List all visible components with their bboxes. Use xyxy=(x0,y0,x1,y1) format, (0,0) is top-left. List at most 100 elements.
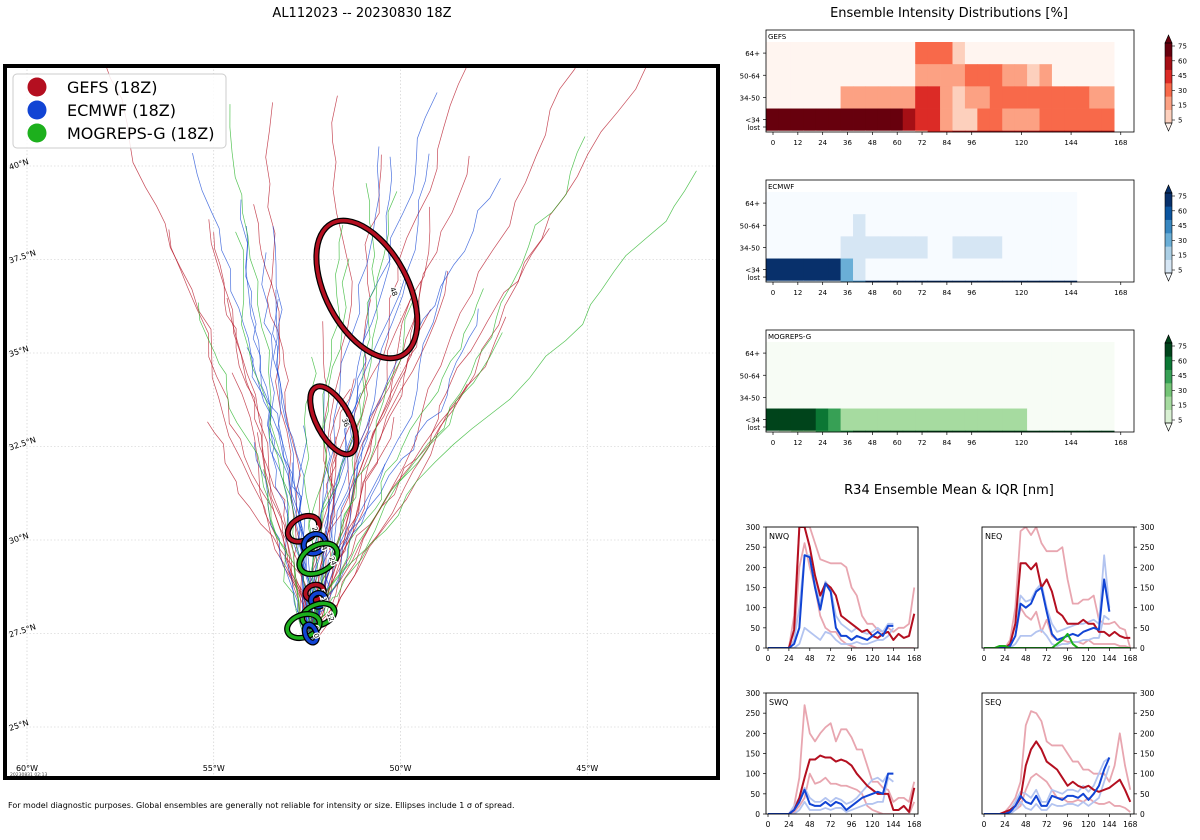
colorbar-segment xyxy=(1165,410,1172,424)
heatmap-cell xyxy=(928,86,941,108)
heatmap-cell xyxy=(828,214,841,236)
heatmap-cell xyxy=(1102,386,1115,408)
heatmap-cell xyxy=(1064,236,1077,258)
heatmap-cell xyxy=(878,259,891,281)
heatmap-cell xyxy=(1027,259,1040,281)
heatmap-cell xyxy=(1102,42,1115,64)
r34-xtick-label: 24 xyxy=(1000,820,1010,829)
heatmap-cell xyxy=(853,236,866,258)
legend-label: MOGREPS-G (18Z) xyxy=(67,124,214,143)
heatmap-cell xyxy=(878,192,891,214)
heatmap-cell xyxy=(865,109,878,131)
heatmap-cell xyxy=(1040,64,1053,86)
heatmap-cell xyxy=(803,214,816,236)
r34-xtick-label: 72 xyxy=(1042,654,1052,663)
map-title: AL112023 -- 20230830 18Z xyxy=(272,6,451,21)
colorbar-segment xyxy=(1165,110,1172,124)
heatmap-cell xyxy=(778,342,791,364)
heatmap-cell xyxy=(791,86,804,108)
heatmap-cell xyxy=(965,214,978,236)
heatmap-hour-label: 36 xyxy=(843,439,852,447)
r34-xtick-label: 120 xyxy=(1081,820,1096,829)
heatmap-cell xyxy=(791,109,804,131)
heatmap-model-label: ECMWF xyxy=(768,183,794,191)
heatmap-hour-label: 36 xyxy=(843,289,852,297)
r34-ytick-label: 300 xyxy=(746,523,761,532)
heatmap-cell xyxy=(1077,42,1090,64)
heatmap-cell xyxy=(828,42,841,64)
heatmap-row-label: 64+ xyxy=(745,50,760,58)
heatmap-row-label: 34-50 xyxy=(740,94,760,102)
heatmap-cell xyxy=(1015,192,1028,214)
r34-xtick-label: 72 xyxy=(826,820,836,829)
heatmap-cell xyxy=(1027,386,1040,408)
heatmap-hour-label: 144 xyxy=(1064,289,1078,297)
heatmap-cell xyxy=(1102,86,1115,108)
heatmap-cell xyxy=(940,192,953,214)
r34-xtick-label: 24 xyxy=(784,654,794,663)
heatmap-cell xyxy=(803,64,816,86)
heatmap-cell xyxy=(828,109,841,131)
heatmap-model-label: MOGREPS-G xyxy=(768,333,811,341)
r34-xtick-label: 144 xyxy=(1102,654,1117,663)
heatmap-cell xyxy=(928,364,941,386)
heatmap-cell xyxy=(890,342,903,364)
heatmap-cell xyxy=(853,342,866,364)
colorbar-segment xyxy=(1165,220,1172,234)
heatmap-cell xyxy=(940,259,953,281)
heatmap-cell xyxy=(965,386,978,408)
heatmap-cell xyxy=(990,259,1003,281)
heatmap-cell xyxy=(890,364,903,386)
r34-ytick-label: 250 xyxy=(1140,543,1155,552)
heatmap-cell xyxy=(1040,364,1053,386)
legend-label: ECMWF (18Z) xyxy=(67,101,176,120)
heatmap-cell xyxy=(791,42,804,64)
figure-canvas: AL112023 -- 20230830 18Z 484836362424242… xyxy=(0,0,1200,840)
heatmap-cell xyxy=(977,109,990,131)
heatmap-cell xyxy=(1052,409,1065,431)
heatmap-cell xyxy=(865,259,878,281)
r34-ytick-label: 100 xyxy=(1140,770,1155,779)
heatmap-cell xyxy=(965,342,978,364)
heatmap-cell xyxy=(928,386,941,408)
r34-ytick-label: 0 xyxy=(1140,810,1145,819)
heatmap-cell xyxy=(965,236,978,258)
heatmap-cell xyxy=(816,86,829,108)
heatmap-cell xyxy=(890,409,903,431)
heatmap-cell xyxy=(952,259,965,281)
heatmap-cell xyxy=(878,109,891,131)
heatmap-hour-label: 168 xyxy=(1114,139,1127,147)
heatmap-hour-label: 60 xyxy=(893,139,902,147)
heatmap-cell xyxy=(928,64,941,86)
heatmap-cell xyxy=(928,42,941,64)
heatmap-hour-label: 168 xyxy=(1114,289,1127,297)
heatmap-cell xyxy=(1015,236,1028,258)
heatmap-cell xyxy=(1002,386,1015,408)
heatmap-cell xyxy=(915,386,928,408)
heatmap-cell xyxy=(1052,64,1065,86)
heatmap-cell xyxy=(766,364,779,386)
r34-plot-area xyxy=(766,693,918,814)
heatmap-hour-label: 96 xyxy=(967,439,976,447)
heatmap-cell xyxy=(841,342,854,364)
heatmap-cell xyxy=(1064,214,1077,236)
heatmap-cell xyxy=(952,236,965,258)
r34-ytick-label: 50 xyxy=(750,624,760,633)
heatmap-cell xyxy=(915,259,928,281)
heatmap-cell xyxy=(791,386,804,408)
heatmap-cell xyxy=(1064,109,1077,131)
heatmap-hour-label: 72 xyxy=(918,289,927,297)
heatmap-cell xyxy=(766,86,779,108)
heatmap-hour-label: 36 xyxy=(843,139,852,147)
heatmap-cell xyxy=(977,192,990,214)
heatmap-hour-label: 48 xyxy=(868,139,877,147)
heatmap-cell xyxy=(1077,109,1090,131)
heatmap-cell xyxy=(1040,236,1053,258)
r34-ytick-label: 0 xyxy=(755,644,760,653)
r34-quadrant-label: SWQ xyxy=(769,698,788,707)
colorbar-tick-label: 45 xyxy=(1178,372,1187,380)
heatmap-hour-label: 24 xyxy=(818,139,827,147)
colorbar-extend-bottom xyxy=(1165,423,1172,431)
colorbar-extend-top xyxy=(1165,185,1172,193)
heatmap-cell xyxy=(1002,364,1015,386)
